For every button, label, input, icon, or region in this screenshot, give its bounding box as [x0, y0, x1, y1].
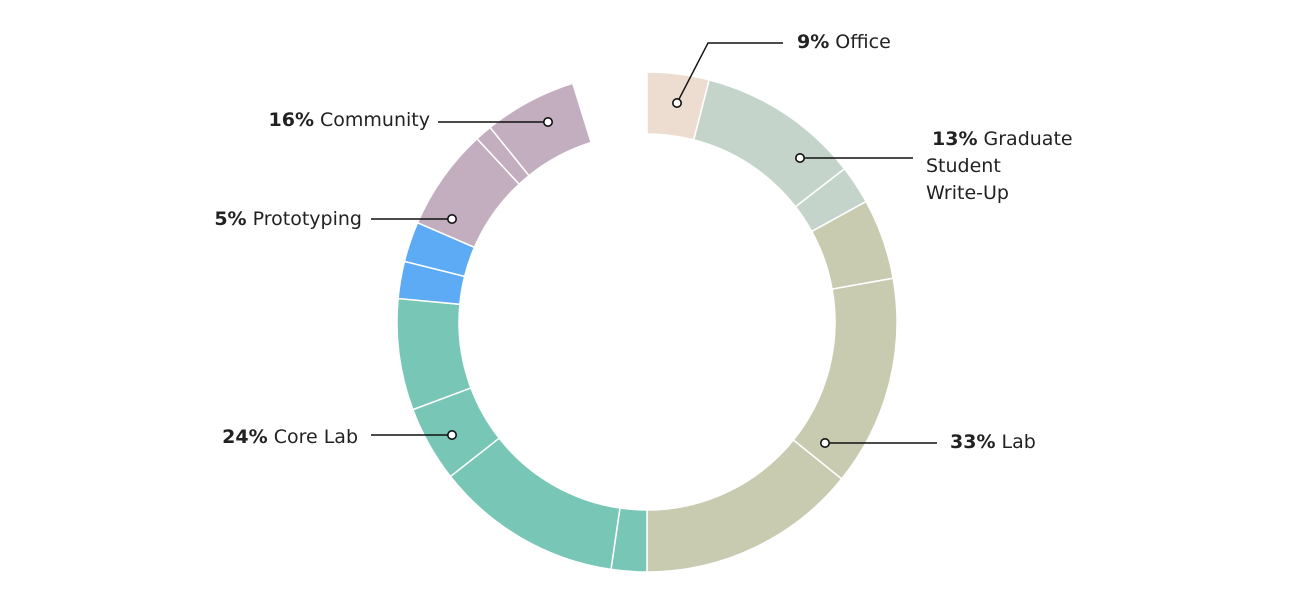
- callout-lab: 33% Lab: [819, 431, 1036, 453]
- callout-prototyping: 5% Prototyping: [214, 208, 457, 230]
- callout-community: 16% Community: [269, 109, 553, 131]
- callout-office: 9% Office: [671, 31, 891, 109]
- slice-lab-2: [792, 277, 898, 480]
- slice-core-lab-2: [449, 437, 621, 571]
- callouts: 9% Office 13% Graduate Student Write-Up 33% …: [214, 31, 1072, 453]
- callout-dot-core-lab: [446, 429, 457, 440]
- callout-graduate-student-write-up: 13% Graduate Student Write-Up: [794, 128, 1073, 204]
- callout-dot-lab: [819, 437, 830, 448]
- label-prototyping: 5% Prototyping: [214, 208, 362, 230]
- label-lab: 33% Lab: [950, 431, 1036, 453]
- donut-segments: [396, 71, 898, 573]
- label-graduate-student-write-up: 13% Graduate Student Write-Up: [926, 128, 1073, 204]
- callout-line-office: [676, 42, 783, 104]
- label-office: 9% Office: [797, 31, 891, 53]
- callout-dot-office: [671, 98, 682, 109]
- callout-dot-prototyping: [446, 214, 457, 225]
- callout-dot-community: [542, 117, 553, 128]
- label-community: 16% Community: [269, 109, 431, 131]
- label-core-lab: 24% Core Lab: [222, 426, 358, 448]
- callout-dot-graduate-student-write-up: [794, 153, 805, 164]
- slice-lab-3: [646, 438, 843, 573]
- slice-community-3: [489, 82, 593, 177]
- callout-core-lab: 24% Core Lab: [222, 426, 457, 448]
